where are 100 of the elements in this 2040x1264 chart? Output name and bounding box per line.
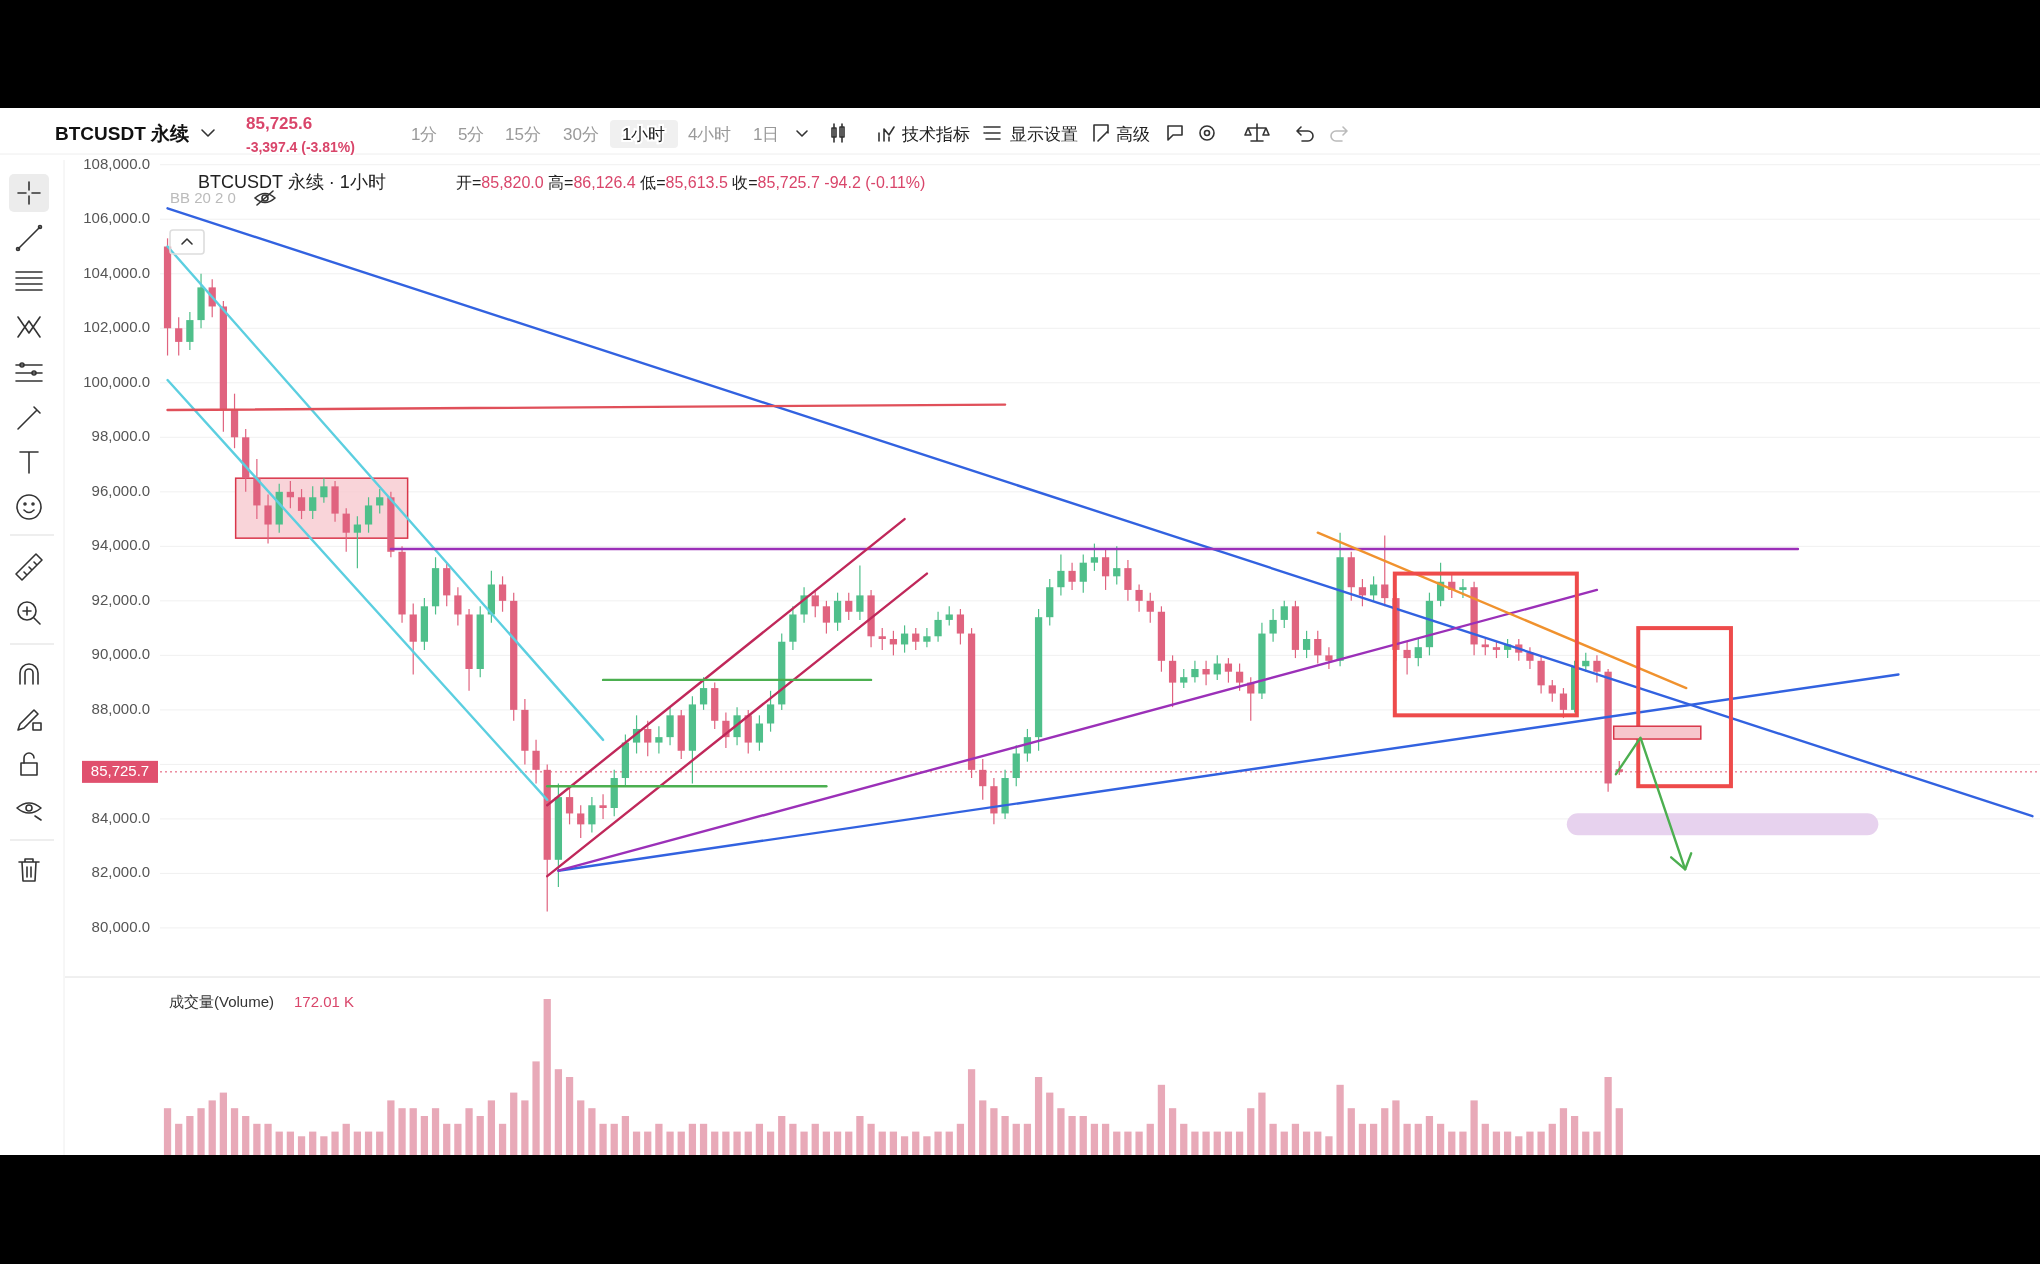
- bar: [1090, 1123, 1099, 1155]
- bar: [632, 1131, 641, 1155]
- bar: [1448, 1131, 1456, 1155]
- candlestick: [945, 605, 953, 626]
- candlestick: [766, 690, 775, 733]
- candlestick: [498, 575, 507, 613]
- bar: [1381, 1108, 1389, 1155]
- y-tick-label: 98,000.0: [91, 427, 150, 445]
- candlestick: [264, 493, 272, 545]
- bar: [1548, 1123, 1556, 1155]
- bar: [275, 1131, 283, 1155]
- bar: [1358, 1123, 1367, 1155]
- text: BTCUSDT 永续 · 1小时: [198, 172, 386, 192]
- candlestick: [1459, 578, 1467, 599]
- candlestick: [934, 611, 942, 643]
- candlestick: [353, 515, 362, 569]
- text: 1日: [753, 125, 780, 144]
- candlestick: [599, 793, 607, 820]
- candlestick: [1079, 553, 1087, 594]
- candlestick: [1101, 548, 1110, 591]
- bar: [331, 1131, 339, 1155]
- candlestick: [1325, 646, 1333, 670]
- candlestick: [644, 720, 652, 757]
- bar: [465, 1108, 473, 1155]
- y-tick-label: 82,000.0: [91, 863, 150, 881]
- bar: [934, 1131, 942, 1155]
- bar: [554, 1069, 563, 1155]
- bar: [1414, 1123, 1422, 1155]
- bar: [1135, 1131, 1143, 1155]
- text: 1小时: [622, 125, 666, 144]
- candlestick: [699, 676, 708, 711]
- candlestick: [1593, 654, 1601, 684]
- bar: [197, 1108, 205, 1155]
- bar: [856, 1116, 864, 1155]
- bar: [565, 1077, 574, 1155]
- text: 1分: [411, 125, 438, 144]
- candlestick: [666, 706, 674, 746]
- candlestick: [1068, 562, 1076, 591]
- bar: [1582, 1131, 1590, 1155]
- bar: [811, 1123, 819, 1155]
- bar: [1336, 1084, 1344, 1155]
- bar: [1269, 1123, 1277, 1155]
- candlestick: [1403, 641, 1411, 676]
- bar: [1369, 1123, 1378, 1155]
- candlestick: [655, 725, 663, 755]
- bar: [353, 1131, 362, 1155]
- bar: [1247, 1108, 1255, 1155]
- candlestick: [755, 714, 764, 752]
- bar: [163, 1108, 172, 1155]
- bar: [867, 1123, 875, 1155]
- candlestick: [1235, 662, 1244, 692]
- bar: [1235, 1131, 1244, 1155]
- bar: [476, 1116, 484, 1155]
- candlestick: [532, 739, 540, 785]
- candlestick: [1135, 583, 1143, 613]
- text: 30分: [563, 125, 599, 144]
- bar: [443, 1123, 451, 1155]
- bar: [1157, 1084, 1166, 1155]
- bar: [688, 1123, 697, 1155]
- annotation: BB 20 2 0: [170, 189, 236, 206]
- candlestick: [833, 592, 842, 632]
- bar: [1481, 1123, 1489, 1155]
- bar: [1593, 1131, 1601, 1155]
- candlestick: [1526, 646, 1534, 670]
- bar: [208, 1100, 216, 1155]
- bar: [655, 1123, 663, 1155]
- bar: [498, 1123, 507, 1155]
- bar: [1079, 1116, 1087, 1155]
- bar: [1046, 1092, 1054, 1155]
- y-tick-label: 104,000.0: [83, 263, 150, 281]
- candlestick: [454, 586, 462, 626]
- bar: [1012, 1123, 1020, 1155]
- bar: [253, 1123, 261, 1155]
- bar: [1213, 1131, 1221, 1155]
- bar: [923, 1136, 931, 1155]
- y-tick-label: 108,000.0: [83, 154, 150, 172]
- candlestick: [364, 496, 373, 534]
- chart-subtitle: 172.01 K: [294, 993, 355, 1010]
- candlestick: [822, 600, 831, 635]
- bar: [621, 1116, 630, 1155]
- bar: [1604, 1077, 1612, 1155]
- bar: [1392, 1100, 1400, 1155]
- bar: [889, 1131, 898, 1155]
- bar: [387, 1100, 395, 1155]
- bar: [1347, 1108, 1355, 1155]
- candlestick: [878, 627, 886, 651]
- candlestick: [1202, 660, 1210, 686]
- candlestick: [1090, 543, 1099, 572]
- candlestick: [1269, 608, 1277, 643]
- candlestick: [309, 485, 317, 520]
- y-tick-label: 92,000.0: [91, 590, 150, 608]
- bar: [945, 1131, 953, 1155]
- candlestick: [1548, 679, 1556, 703]
- bar: [766, 1131, 775, 1155]
- bar: [532, 1061, 540, 1155]
- candlestick: [320, 477, 328, 504]
- candlestick: [175, 316, 183, 357]
- bar: [677, 1131, 685, 1155]
- y-tick-label: 106,000.0: [83, 209, 150, 227]
- bar: [521, 1100, 529, 1155]
